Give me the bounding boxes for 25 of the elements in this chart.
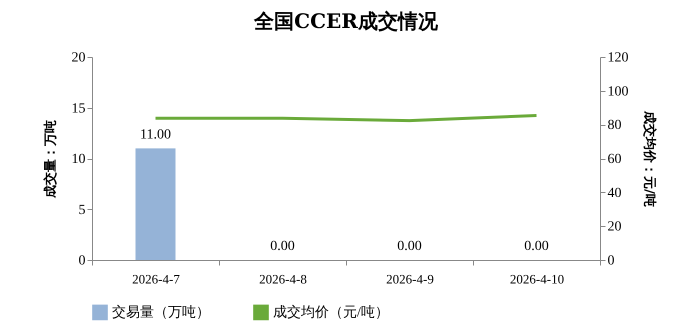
y2-tick-label: 100 — [608, 84, 628, 100]
y-tick-label: 10 — [72, 152, 86, 167]
data-label: 0.00 — [270, 239, 295, 254]
legend-label: 成交均价（元/吨） — [273, 304, 389, 320]
data-label: 0.00 — [524, 239, 549, 254]
x-tick-label: 2026-4-7 — [132, 272, 180, 286]
y-tick-label: 5 — [78, 202, 86, 218]
y2-tick-label: 80 — [608, 118, 622, 134]
chart-title: 全国CCER成交情况 — [253, 9, 439, 33]
y2-axis-title: 成交均价：元/吨 — [642, 110, 658, 207]
y2-tick-label: 20 — [608, 220, 622, 235]
data-label: 11.00 — [140, 127, 171, 142]
y2-tick-label: 40 — [608, 186, 622, 201]
legend-label: 交易量（万吨） — [112, 304, 210, 320]
y-tick-label: 20 — [72, 50, 86, 66]
y-tick-label: 0 — [78, 254, 86, 268]
data-label: 0.00 — [397, 239, 422, 254]
x-tick-label: 2026-4-8 — [259, 272, 307, 286]
y2-tick-label: 60 — [608, 152, 622, 167]
x-tick-label: 2026-4-10 — [510, 272, 564, 286]
y-tick-label: 15 — [72, 101, 86, 116]
x-tick-label: 2026-4-9 — [386, 272, 434, 286]
y2-tick-label: 0 — [608, 254, 614, 268]
y-axis-title: 成交量：万吨 — [42, 120, 58, 199]
y2-tick-label: 120 — [608, 50, 628, 66]
